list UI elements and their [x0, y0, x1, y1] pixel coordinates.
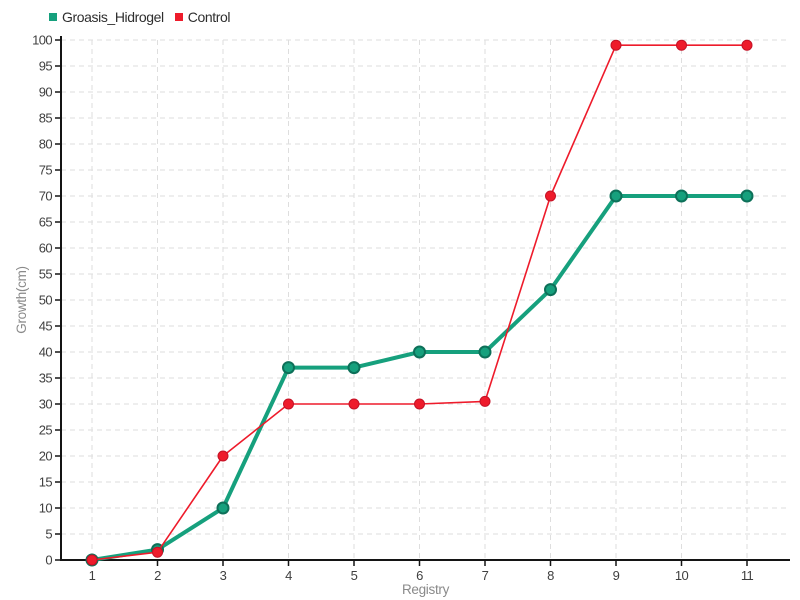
- data-point-control: [676, 39, 687, 51]
- y-tick-label: 35: [39, 371, 53, 386]
- data-point-groasis-hidrogel: [347, 361, 361, 375]
- legend-swatch-icon: [174, 13, 183, 21]
- axis-layer: 0510152025303540455055606570758085909510…: [32, 33, 790, 583]
- y-tick-label: 90: [39, 85, 53, 100]
- legend-item-groasis-hidrogel[interactable]: Groasis_Hidrogel: [49, 9, 164, 25]
- y-tick-label: 25: [39, 423, 53, 438]
- series-control: [86, 39, 753, 566]
- data-point-control: [348, 398, 360, 410]
- y-tick-label: 20: [39, 449, 53, 464]
- grid-layer: [61, 39, 790, 559]
- data-point-groasis-hidrogel: [544, 283, 557, 297]
- y-tick-label: 0: [45, 553, 52, 568]
- x-tick-label: 2: [154, 568, 161, 583]
- x-tick-label: 8: [547, 568, 554, 583]
- legend-item-control[interactable]: Control: [174, 9, 231, 25]
- legend-label: Groasis_Hidrogel: [62, 9, 164, 25]
- y-tick-label: 5: [45, 527, 52, 542]
- y-tick-label: 65: [39, 215, 53, 230]
- y-tick-label: 100: [32, 33, 52, 48]
- data-point-groasis-hidrogel: [740, 189, 754, 203]
- data-point-groasis-hidrogel: [413, 345, 426, 359]
- x-tick-label: 10: [675, 568, 689, 583]
- data-point-control: [152, 546, 163, 558]
- x-tick-label: 11: [741, 568, 754, 583]
- x-tick-label: 6: [416, 568, 423, 583]
- data-point-control: [283, 398, 294, 410]
- data-point-groasis-hidrogel: [675, 189, 688, 203]
- x-tick-label: 9: [613, 568, 620, 583]
- y-tick-label: 50: [39, 293, 53, 308]
- chart-legend: Groasis_Hidrogel Control: [49, 9, 231, 25]
- data-point-groasis-hidrogel: [216, 501, 230, 515]
- x-tick-label: 4: [285, 568, 292, 583]
- y-tick-label: 45: [39, 319, 53, 334]
- x-tick-label: 7: [482, 568, 489, 583]
- y-tick-label: 55: [39, 267, 53, 282]
- data-point-control: [414, 398, 425, 410]
- y-tick-label: 95: [39, 59, 53, 74]
- data-point-control: [479, 395, 491, 407]
- y-tick-label: 40: [39, 345, 53, 360]
- data-point-groasis-hidrogel: [282, 361, 295, 375]
- data-point-control: [545, 190, 556, 202]
- legend-swatch-icon: [49, 13, 57, 21]
- y-tick-label: 80: [39, 137, 53, 152]
- data-point-control: [217, 450, 229, 462]
- data-point-control: [610, 39, 622, 51]
- x-axis-title: Registry: [402, 582, 450, 597]
- legend-label: Control: [187, 9, 231, 25]
- y-tick-label: 60: [39, 241, 53, 256]
- y-tick-label: 30: [39, 397, 53, 412]
- y-tick-label: 85: [39, 111, 53, 126]
- x-tick-label: 1: [89, 568, 96, 583]
- data-point-control: [741, 39, 753, 51]
- y-tick-label: 10: [39, 501, 53, 516]
- y-tick-label: 15: [39, 475, 53, 490]
- data-point-groasis-hidrogel: [478, 345, 492, 359]
- x-tick-label: 5: [351, 568, 358, 583]
- data-point-groasis-hidrogel: [609, 189, 623, 203]
- y-axis-title: Growth(cm): [14, 266, 29, 334]
- x-tick-label: 3: [220, 568, 227, 583]
- y-tick-label: 75: [39, 163, 53, 178]
- y-tick-label: 70: [39, 189, 53, 204]
- data-point-control: [86, 554, 98, 566]
